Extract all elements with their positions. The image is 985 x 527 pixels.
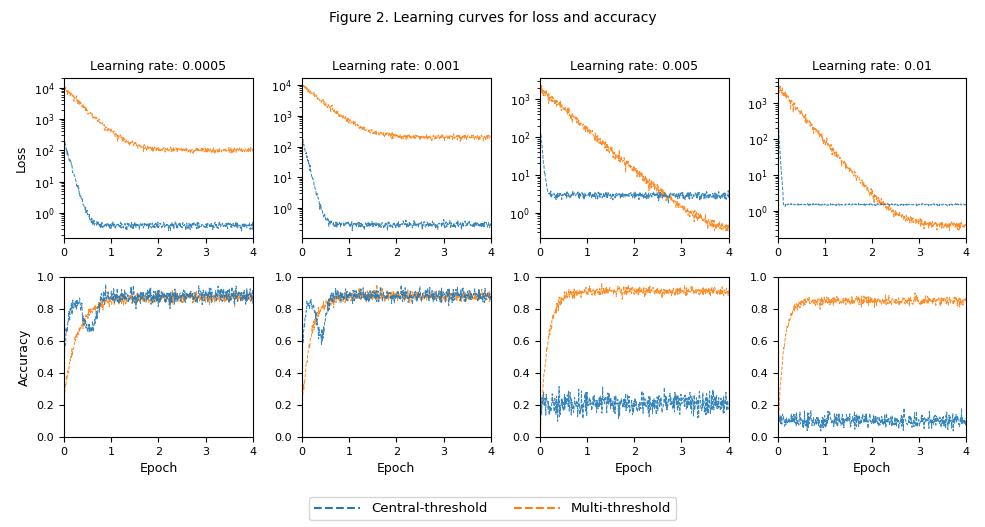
Y-axis label: Accuracy: Accuracy: [18, 328, 32, 386]
X-axis label: Epoch: Epoch: [615, 462, 653, 475]
Legend: Central-threshold, Multi-threshold: Central-threshold, Multi-threshold: [309, 497, 676, 520]
X-axis label: Epoch: Epoch: [853, 462, 891, 475]
Title: Learning rate: 0.005: Learning rate: 0.005: [570, 60, 698, 73]
Title: Learning rate: 0.0005: Learning rate: 0.0005: [91, 60, 227, 73]
Text: Figure 2. Learning curves for loss and accuracy: Figure 2. Learning curves for loss and a…: [329, 11, 656, 25]
Y-axis label: Loss: Loss: [15, 144, 28, 172]
X-axis label: Epoch: Epoch: [377, 462, 416, 475]
X-axis label: Epoch: Epoch: [139, 462, 177, 475]
Title: Learning rate: 0.01: Learning rate: 0.01: [812, 60, 932, 73]
Title: Learning rate: 0.001: Learning rate: 0.001: [332, 60, 460, 73]
